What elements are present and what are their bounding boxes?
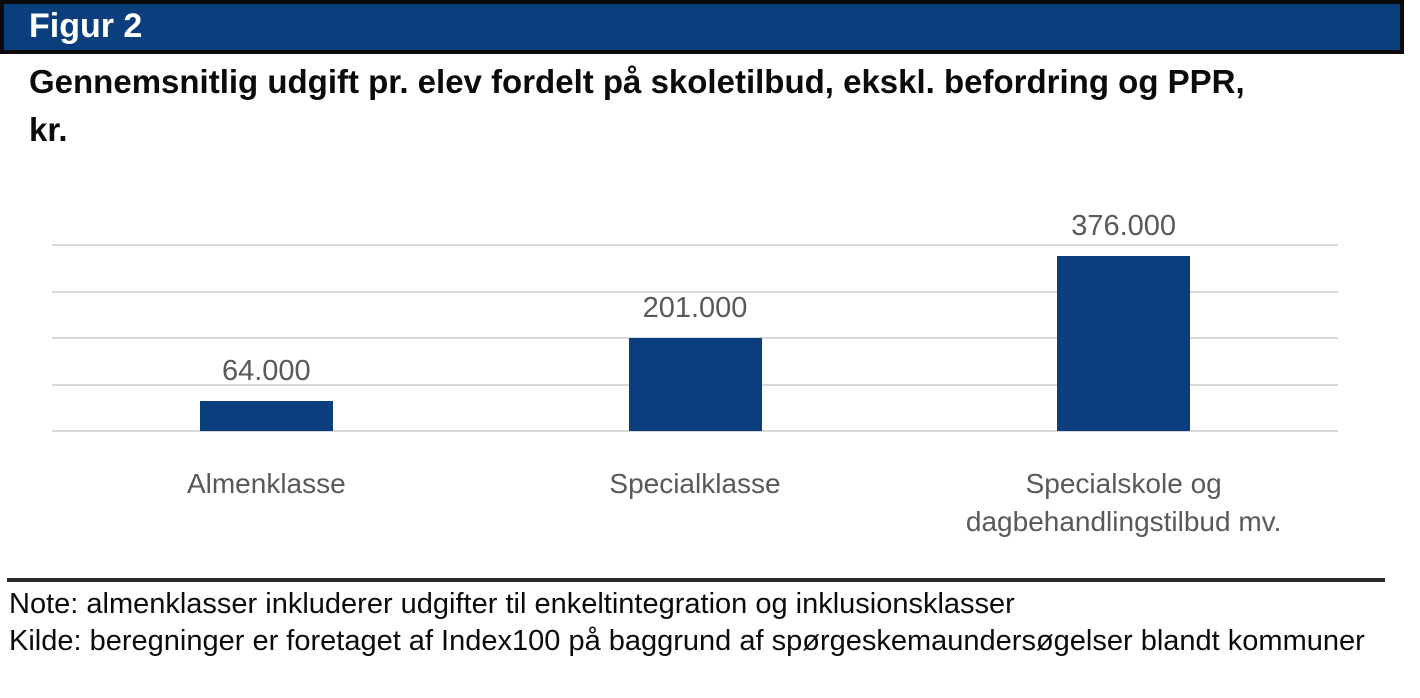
bar-value-label: 64.000 [221,355,311,388]
category-label: Specialskole og [1025,468,1222,499]
figure-title-line2: kr. [29,111,68,148]
figure-title-line1: Gennemsnitlig udgift pr. elev fordelt på… [29,63,1245,100]
figure-title: Gennemsnitlig udgift pr. elev fordelt på… [29,58,1414,154]
figure-banner-label: Figur 2 [29,7,143,45]
category-label: Specialklasse [609,468,781,499]
figure-banner: Figur 2 [0,0,1404,54]
gridline [52,290,1338,293]
bar-specialskole [1057,256,1191,431]
bar-almenklasse [199,401,333,431]
figure-notes: Note: almenklasser inkluderer udgifter t… [9,586,1401,660]
gridline [52,430,1338,432]
bar-specialklasse [628,337,762,431]
note-divider [7,578,1385,582]
bar-value-label: 201.000 [642,291,748,324]
source-text: Kilde: beregninger er foretaget af Index… [9,625,1365,657]
gridline [52,244,1338,246]
note-text: Note: almenklasser inkluderer udgifter t… [9,588,1015,620]
category-label: Almenklasse [186,468,346,499]
category-label: dagbehandlingstilbud mv. [965,506,1282,537]
bar-chart: 64.000 201.000 376.000 [52,210,1338,432]
bar-value-label: 376.000 [1071,210,1177,243]
